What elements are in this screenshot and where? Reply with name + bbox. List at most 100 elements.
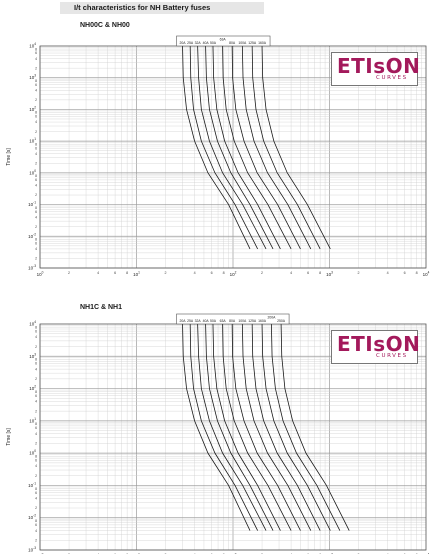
y-minor-tick-label: 4 xyxy=(35,89,37,93)
y-minor-tick-label: 6 xyxy=(35,491,37,495)
y-minor-tick-label: 4 xyxy=(35,367,37,371)
series-line-80A xyxy=(231,45,301,250)
x-minor-tick-label: 2 xyxy=(165,271,167,275)
y-minor-tick-label: 2 xyxy=(35,538,37,542)
x-minor-tick-label: 8 xyxy=(416,271,418,275)
series-line-50A xyxy=(212,323,281,531)
y-minor-tick-label: 4 xyxy=(35,247,37,251)
rating-label-100A: 100A xyxy=(238,41,247,45)
rating-label-125A: 125A xyxy=(248,41,257,45)
chart-title: NH00C & NH00 xyxy=(80,22,130,29)
x-tick-label: 103 xyxy=(326,553,333,554)
y-tick-label: 101 xyxy=(29,137,36,144)
y-minor-tick-label: 4 xyxy=(35,152,37,156)
y-axis-label: Time [s] xyxy=(6,148,12,166)
rating-label-50A: 50A xyxy=(210,41,217,45)
rating-label-40A: 40A xyxy=(203,319,210,323)
series-line-80A xyxy=(231,323,301,531)
y-minor-tick-label: 2 xyxy=(35,130,37,134)
y-tick-label: 103 xyxy=(29,352,36,359)
title-band xyxy=(60,2,264,14)
logo-subtitle: CURVES xyxy=(376,353,408,359)
y-minor-tick-label: 4 xyxy=(35,529,37,533)
y-minor-tick-label: 6 xyxy=(35,146,37,150)
rating-label-80A: 80A xyxy=(229,41,236,45)
y-minor-tick-label: 6 xyxy=(35,51,37,55)
rating-label-160A: 160A xyxy=(258,319,267,323)
y-tick-label: 10-2 xyxy=(28,514,36,521)
x-minor-tick-label: 4 xyxy=(194,271,196,275)
y-minor-tick-label: 2 xyxy=(35,193,37,197)
x-tick-label: 100 xyxy=(37,553,44,554)
series-line-160A xyxy=(261,45,331,250)
rating-label-32A: 32A xyxy=(195,319,202,323)
series-line-25A xyxy=(189,45,258,250)
x-minor-tick-label: 2 xyxy=(358,271,360,275)
rating-legend-box xyxy=(176,313,290,325)
y-minor-tick-label: 4 xyxy=(35,432,37,436)
series-line-40A xyxy=(205,323,274,531)
y-minor-tick-label: 4 xyxy=(35,400,37,404)
y-minor-tick-label: 6 xyxy=(35,426,37,430)
logo-subtitle: CURVES xyxy=(376,75,408,81)
etison-logo: ETIsON CURVES xyxy=(331,330,420,364)
y-tick-label: 10-1 xyxy=(28,481,36,488)
series-line-20A xyxy=(182,323,251,531)
y-minor-tick-label: 4 xyxy=(35,335,37,339)
y-tick-label: 100 xyxy=(29,449,36,456)
x-minor-tick-label: 2 xyxy=(68,271,70,275)
rating-label-25A: 25A xyxy=(187,41,194,45)
x-tick-label: 101 xyxy=(133,271,140,278)
rating-label-125A: 125A xyxy=(248,319,257,323)
y-minor-tick-label: 6 xyxy=(35,329,37,333)
rating-label-32A: 32A xyxy=(195,41,202,45)
y-tick-label: 10-3 xyxy=(28,264,36,271)
page-title: I/t characteristics for NH Battery fuses xyxy=(74,3,211,12)
y-minor-tick-label: 8 xyxy=(35,238,37,242)
rating-label-100A: 100A xyxy=(238,319,247,323)
rating-label-40A: 40A xyxy=(203,41,210,45)
x-minor-tick-label: 2 xyxy=(261,271,263,275)
y-tick-label: 104 xyxy=(29,320,36,327)
y-tick-label: 10-1 xyxy=(28,201,36,208)
x-minor-tick-label: 6 xyxy=(211,271,213,275)
x-minor-tick-label: 8 xyxy=(126,271,128,275)
x-minor-tick-label: 4 xyxy=(387,271,389,275)
y-minor-tick-label: 8 xyxy=(35,142,37,146)
chart-title: NH1C & NH1 xyxy=(80,304,123,311)
rating-label-80A: 80A xyxy=(229,319,236,323)
rating-label-50A: 50A xyxy=(210,319,217,323)
y-minor-tick-label: 4 xyxy=(35,184,37,188)
rating-label-25A: 25A xyxy=(187,319,194,323)
y-minor-tick-label: 6 xyxy=(35,362,37,366)
series-line-50A xyxy=(212,45,281,250)
y-minor-tick-label: 6 xyxy=(35,394,37,398)
y-minor-tick-label: 2 xyxy=(35,98,37,102)
series-group xyxy=(182,323,350,531)
y-tick-labels: 10-3246810-2246810-124681002468101246810… xyxy=(28,320,37,553)
y-minor-tick-label: 8 xyxy=(35,325,37,329)
series-line-63A xyxy=(222,45,292,250)
x-tick-labels: 100 2 4 6 8 101 2 4 6 8 102 2 4 6 8 103 2 4 6 8 104 xyxy=(37,271,430,278)
x-minor-tick-label: 4 xyxy=(290,271,292,275)
series-line-63A xyxy=(222,323,292,531)
y-axis-label: Time [s] xyxy=(6,428,12,446)
series-line-125A xyxy=(251,45,321,250)
y-minor-tick-label: 2 xyxy=(35,506,37,510)
series-line-200A xyxy=(271,323,341,531)
y-minor-tick-label: 6 xyxy=(35,115,37,119)
y-minor-tick-label: 6 xyxy=(35,178,37,182)
y-tick-labels: 10-3246810-2246810-124681002468101246810… xyxy=(28,42,37,271)
y-tick-label: 102 xyxy=(29,385,36,392)
y-tick-label: 104 xyxy=(29,42,36,49)
y-minor-tick-label: 4 xyxy=(35,496,37,500)
y-minor-tick-label: 6 xyxy=(35,83,37,87)
x-tick-label: 101 xyxy=(133,553,140,554)
y-minor-tick-label: 8 xyxy=(35,487,37,491)
y-minor-tick-label: 4 xyxy=(35,57,37,61)
y-minor-tick-label: 2 xyxy=(35,225,37,229)
series-line-100A xyxy=(241,323,312,531)
series-line-100A xyxy=(241,45,312,250)
rating-label-63A: 63A xyxy=(220,319,227,323)
y-tick-label: 100 xyxy=(29,169,36,176)
